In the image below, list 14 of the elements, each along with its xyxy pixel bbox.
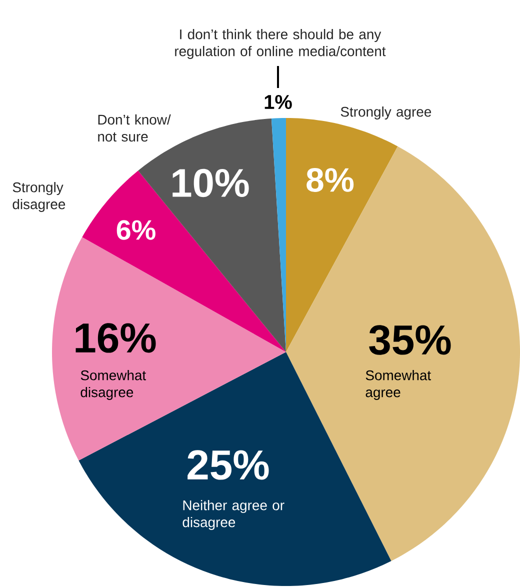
slice-label: Strongly disagree — [12, 182, 66, 212]
data-label: 6% — [116, 220, 156, 240]
data-label: 16% — [76, 323, 156, 353]
slice-label: I don’t think there should be any regulation of online media/content — [175, 29, 386, 59]
slice-label: Neither agree or disagree — [182, 500, 284, 530]
slice-label: Somewhat agree — [366, 370, 431, 400]
data-label: 1% — [264, 94, 292, 110]
data-label: 35% — [369, 325, 451, 355]
slice-label: Don’t know/ not sure — [98, 114, 171, 142]
data-label: 10% — [172, 168, 249, 198]
data-label: 25% — [188, 450, 269, 480]
slice-label: Somewhat disagree — [80, 370, 146, 400]
data-label: 8% — [306, 168, 354, 192]
slice-label: Strongly agree — [340, 106, 432, 120]
